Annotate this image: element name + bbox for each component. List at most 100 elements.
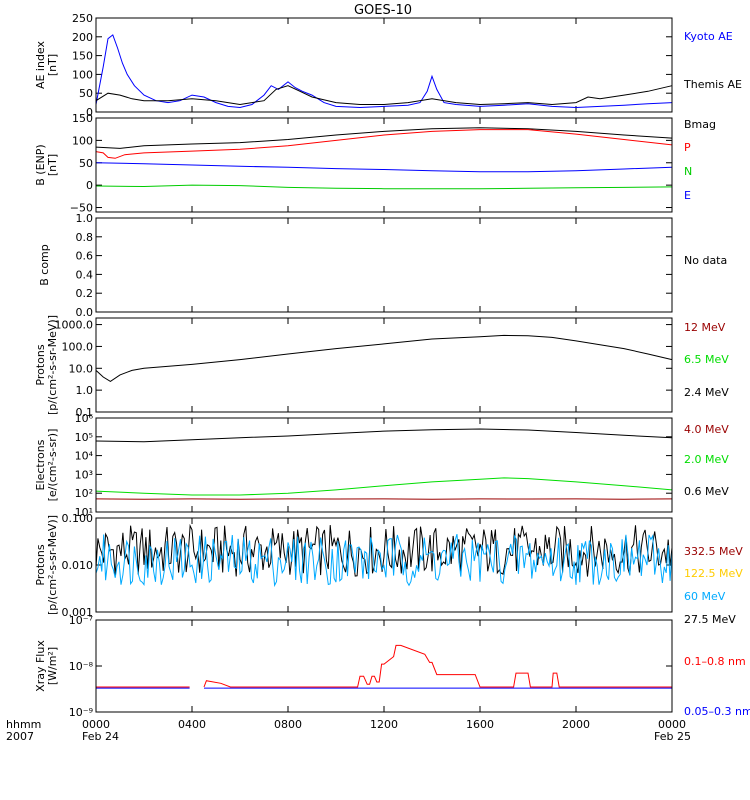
panel-frame-ae (95, 17, 673, 113)
legend-xray-1: 0.05–0.3 nm (684, 705, 750, 718)
series-bfield-1 (95, 129, 673, 159)
plot-title: GOES-10 (354, 3, 412, 18)
ylabel-bfield-0: B (ENP) (34, 144, 47, 185)
series-hiprotons-0 (95, 523, 673, 577)
ytick-label-ae-4: 200 (72, 31, 93, 44)
panel-xray: 10⁻⁹ 10⁻⁸ 10⁻⁷ Xray Flux [W/m²] 0.1–0.8 nm 0.0… (34, 614, 750, 719)
legend-bfield-1: P (684, 141, 691, 154)
series-ae-1 (95, 85, 673, 106)
ytick-label-ae-3: 150 (72, 50, 93, 63)
ytick-label-bcomp-1: 0.2 (76, 287, 94, 300)
time-tick-label-3: 1200 (370, 718, 398, 731)
time-axis: hhmm 2007 Feb 24 Feb 25 0000 0400 0800 1200… (6, 718, 691, 743)
panel-frame-protons (95, 317, 673, 413)
ytick-label-bcomp-3: 0.6 (76, 250, 94, 263)
ytick-label-bfield-0: −50 (70, 202, 93, 215)
legend-protons-1: 6.5 MeV (684, 353, 729, 366)
time-tick-label-1: 0400 (178, 718, 206, 731)
ytick-label-ae-2: 100 (72, 68, 93, 81)
time-axis-date-start: Feb 24 (82, 730, 119, 743)
ytick-label-xray-2: 10⁻⁷ (69, 614, 93, 627)
legend-protons-0: 12 MeV (684, 321, 726, 334)
legend-hiprotons-3: 27.5 MeV (684, 613, 736, 626)
time-axis-label-year: 2007 (6, 730, 34, 743)
ytick-label-protons-3: 100.0 (62, 340, 94, 353)
ytick-label-ae-1: 50 (79, 87, 93, 100)
ytick-label-ae-5: 250 (72, 12, 93, 25)
ytick-label-bfield-2: 50 (79, 157, 93, 170)
ytick-label-hiprotons-2: 0.100 (62, 512, 94, 525)
legend-electrons-0: 4.0 MeV (684, 423, 729, 436)
time-axis-date-end: Feb 25 (654, 730, 691, 743)
time-tick-label-4: 1600 (466, 718, 494, 731)
legend-hiprotons-1: 122.5 MeV (684, 567, 743, 580)
ytick-label-bcomp-5: 1.0 (76, 212, 94, 225)
panel-ae: 0 50 100 150 200 250 AE index [nT] Kyoto AE Themi… (34, 12, 742, 119)
ylabel-electrons-0: Electrons (34, 439, 47, 490)
ytick-label-electrons-5: 10⁶ (75, 412, 94, 425)
time-tick-label-5: 2000 (562, 718, 590, 731)
ytick-label-protons-0: 0.1 (76, 406, 94, 419)
legend-hiprotons-2: 60 MeV (684, 590, 726, 603)
ylabel-hiprotons-0: Protons (34, 544, 47, 585)
ylabel-xray-0: Xray Flux (34, 640, 47, 692)
ytick-label-protons-2: 10.0 (69, 362, 94, 375)
legend-electrons-1: 2.0 MeV (684, 453, 729, 466)
ytick-label-bfield-1: 0 (86, 179, 93, 192)
legend-bfield-2: N (684, 165, 692, 178)
ylabel-hiprotons-1: [p/(cm²-s-sr-MeV)] (46, 515, 59, 615)
panel-frame-bfield (95, 117, 673, 213)
ytick-label-electrons-3: 10⁴ (75, 450, 94, 463)
ytick-label-xray-1: 10⁻⁸ (69, 660, 94, 673)
series-protons-0 (95, 334, 673, 382)
legend-electrons-2: 0.6 MeV (684, 485, 729, 498)
ylabel-electrons-1: [e/(cm²-s-sr)] (46, 429, 59, 502)
ylabel-ae-0: AE index (34, 40, 47, 89)
time-tick-label-6: 0000 (658, 718, 686, 731)
series-hiprotons-1 (95, 533, 673, 588)
legend-protons-2: 2.4 MeV (684, 386, 729, 399)
ytick-label-electrons-4: 10⁵ (75, 431, 93, 444)
ylabel-xray-1: [W/m²] (46, 647, 59, 685)
time-tick-label-2: 0800 (274, 718, 302, 731)
ylabel-bcomp-0: B comp (38, 244, 51, 286)
panels: 0 50 100 150 200 250 AE index [nT] Kyoto AE Themi… (34, 12, 750, 719)
panel-frame-xray (95, 619, 673, 713)
ytick-label-protons-4: 1000.0 (55, 319, 94, 332)
ytick-label-ae-0: 0 (86, 106, 93, 119)
ytick-label-protons-1: 1.0 (76, 384, 94, 397)
ytick-label-bcomp-4: 0.8 (76, 231, 94, 244)
series-ae-0 (95, 34, 673, 109)
ytick-label-bcomp-2: 0.4 (76, 268, 94, 281)
ytick-label-electrons-1: 10² (75, 487, 93, 500)
series-electrons-0 (95, 428, 673, 443)
ylabel-protons-0: Protons (34, 344, 47, 385)
ytick-label-xray-0: 10⁻⁹ (69, 706, 93, 719)
ytick-label-bcomp-0: 0.0 (76, 306, 94, 319)
panel-frame-hiprotons (95, 517, 673, 613)
panel-frame-electrons (95, 417, 673, 513)
series-bfield-0 (95, 127, 673, 149)
legend-ae-0: Kyoto AE (684, 30, 733, 43)
series-bfield-3 (95, 162, 673, 173)
ytick-label-bfield-3: 100 (72, 134, 93, 147)
legend-bfield-3: E (684, 189, 691, 202)
ytick-label-hiprotons-0: 0.001 (62, 606, 94, 619)
time-tick-label-0: 0000 (82, 718, 110, 731)
ytick-label-electrons-2: 10³ (75, 468, 93, 481)
panel-bfield: −50 0 50 100 150 B (ENP) [nT] Bmag PNE (34, 112, 716, 215)
series-electrons-1 (95, 477, 673, 496)
panel-electrons: 10¹ 10² 10³ 10⁴ 10⁵ 10⁶ Electrons [e/(cm²-s-sr)… (34, 412, 729, 519)
legend-hiprotons-0: 332.5 MeV (684, 545, 743, 558)
panel-bcomp: 0.0 0.2 0.4 0.6 0.8 1.0 B comp No data (38, 212, 727, 319)
time-axis-label-hhmm: hhmm (6, 718, 41, 731)
ylabel-protons-1: [p/(cm²-s-sr-MeV)] (46, 315, 59, 415)
panel-protons: 0.1 1.0 10.0 100.0 1000.0 Protons [p/(cm²-s-sr… (34, 315, 729, 419)
ylabel-bfield-1: [nT] (46, 154, 59, 176)
series-xray-0 (96, 644, 672, 688)
series-bfield-2 (95, 184, 673, 190)
legend-ae-1: Themis AE (683, 78, 742, 91)
panel-hiprotons: 0.001 0.010 0.100 Protons [p/(cm²-s-sr-MeV)]… (34, 512, 743, 626)
legend-bcomp-0: No data (684, 254, 727, 267)
